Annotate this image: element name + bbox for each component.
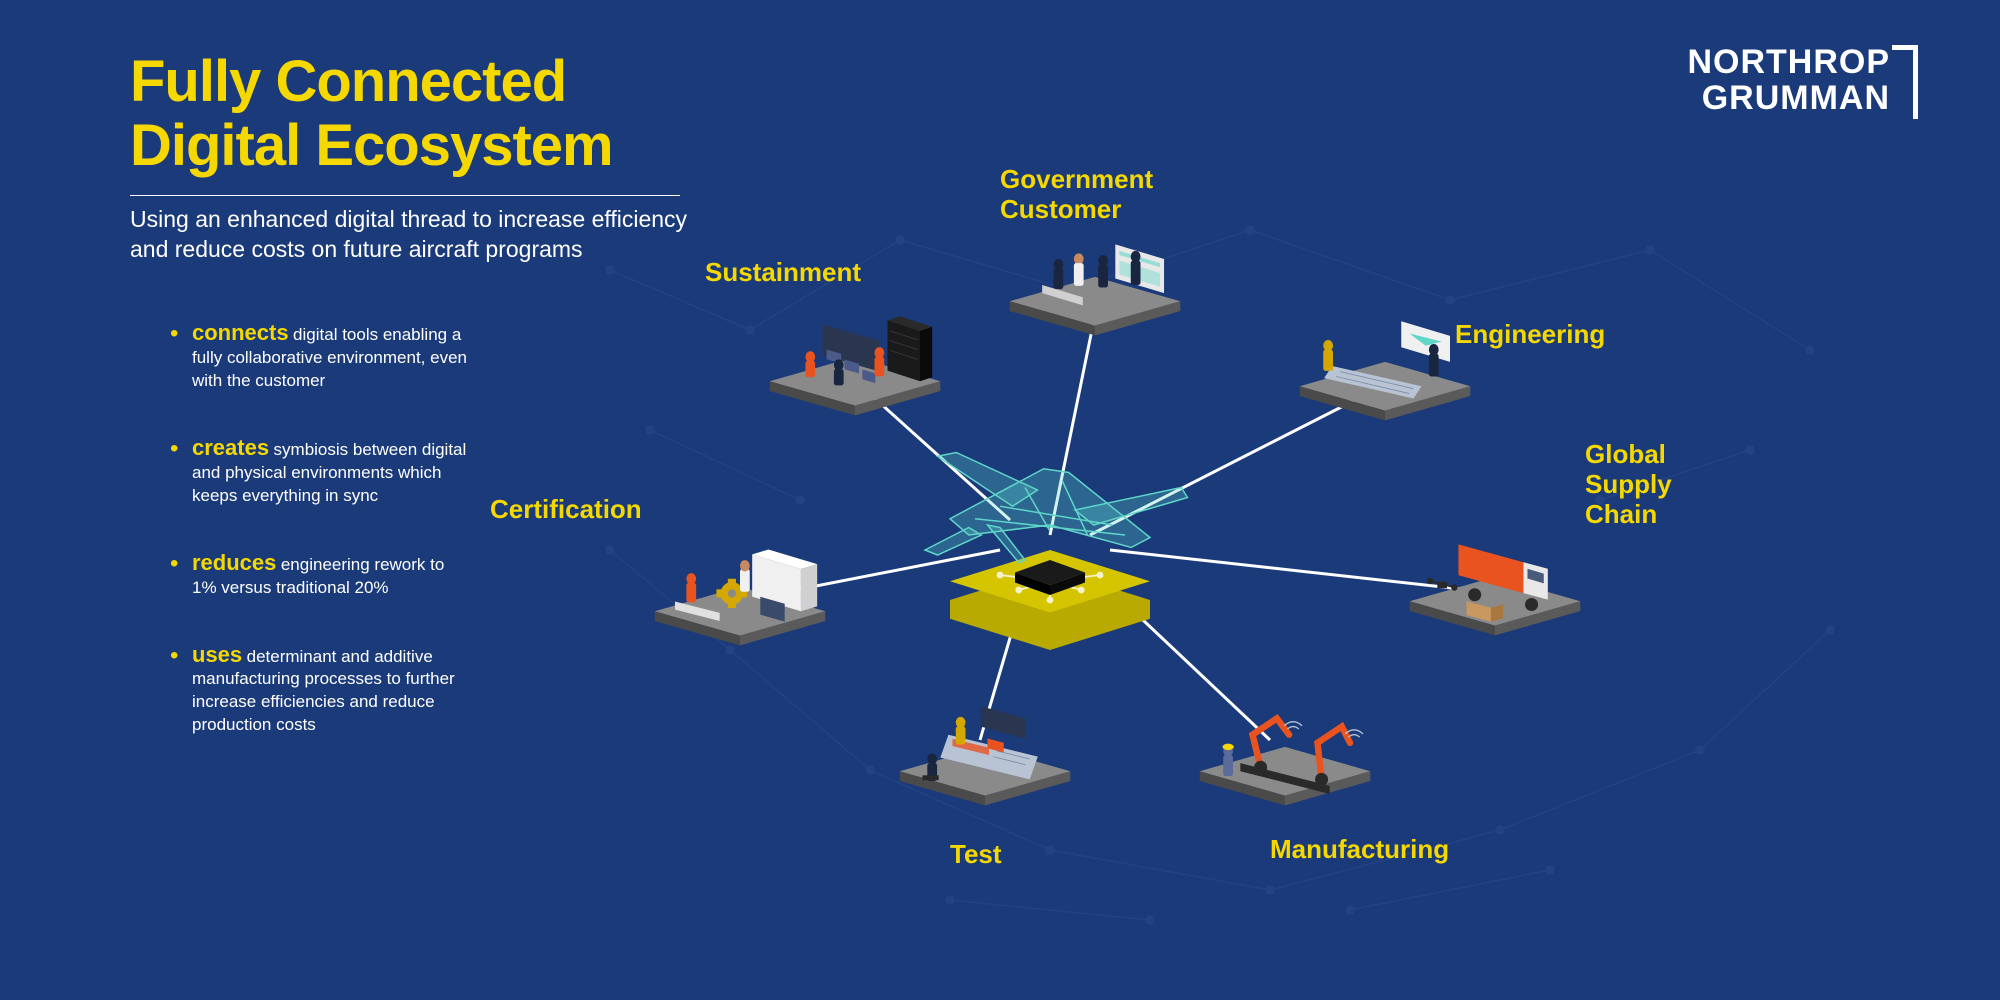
node-engineering: Engineering [1270,305,1500,440]
page-title: Fully Connected Digital Ecosystem [130,50,613,178]
title-line-2: Digital Ecosystem [130,113,613,178]
platform-icon [1380,520,1610,650]
logo-bracket-icon [1892,45,1918,119]
platform-icon [740,300,970,430]
company-logo: NORTHROP GRUMMAN [1687,45,1890,116]
node-label: Sustainment [705,258,861,288]
platform-icon [625,530,855,660]
bullet-item: uses determinant and additive manufactur… [170,642,470,738]
node-government: GovernmentCustomer [980,220,1210,355]
ecosystem-diagram: GovernmentCustomer Engineering [550,150,1900,950]
node-label: Manufacturing [1270,835,1449,865]
bullet-key: uses [192,642,242,667]
node-label: Certification [490,495,642,525]
node-label: Test [950,840,1002,870]
node-manufacturing: Manufacturing [1170,690,1400,825]
bullet-item: creates symbiosis between digital and ph… [170,435,470,508]
bullet-item: reduces engineering rework to 1% versus … [170,550,470,600]
node-label: GlobalSupplyChain [1585,440,1672,530]
bullet-item: connects digital tools enabling a fully … [170,320,470,393]
logo-line-2: GRUMMAN [1702,79,1890,117]
platform-icon [980,220,1210,350]
title-line-1: Fully Connected [130,49,566,114]
logo-line-1: NORTHROP [1687,43,1890,81]
node-certification: Certification [625,530,855,665]
bullet-key: reduces [192,550,276,575]
hub-aircraft [930,460,1170,610]
bullet-list: connects digital tools enabling a fully … [170,320,470,779]
node-supply-chain: GlobalSupplyChain [1380,520,1610,655]
platform-icon [1170,690,1400,820]
node-label: GovernmentCustomer [1000,165,1153,225]
node-label: Engineering [1455,320,1605,350]
bullet-key: creates [192,435,269,460]
node-sustainment: Sustainment [740,300,970,435]
bullet-key: connects [192,320,289,345]
platform-icon [870,690,1100,820]
node-test: Test [870,690,1100,825]
